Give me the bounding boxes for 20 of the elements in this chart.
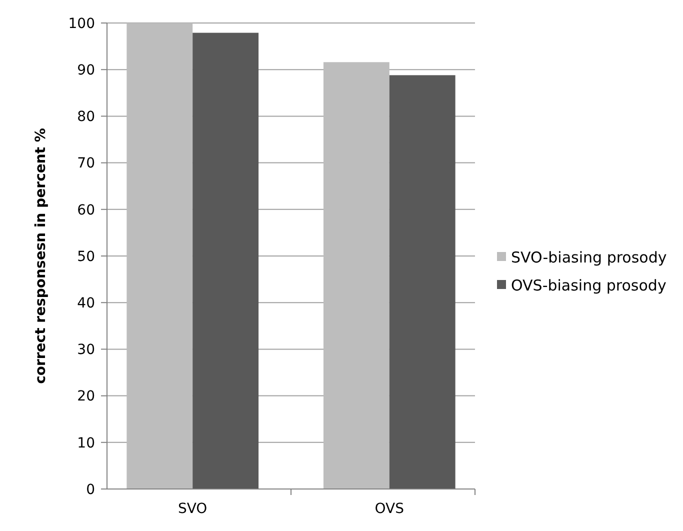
y-tick-label: 20 (77, 388, 95, 405)
y-tick-label: 60 (77, 202, 95, 218)
bar (389, 75, 456, 489)
y-tick-label: 10 (77, 435, 95, 452)
y-tick-label: 40 (77, 296, 95, 312)
x-tick-label: SVO (178, 501, 208, 517)
y-tick-label: 30 (77, 342, 95, 358)
bar (192, 32, 259, 489)
y-tick-label: 0 (86, 482, 95, 498)
legend-label: OVS-biasing prosody (511, 276, 666, 294)
bar (126, 23, 193, 489)
y-tick-label: 50 (77, 248, 95, 265)
legend-label: SVO-biasing prosody (511, 248, 667, 266)
y-tick-label: 100 (68, 16, 95, 32)
y-tick-label: 90 (77, 62, 95, 78)
bar (323, 62, 390, 489)
y-tick-label: 80 (77, 109, 95, 126)
y-tick-label: 70 (77, 156, 95, 172)
x-tick-label: OVS (374, 501, 404, 517)
y-axis-title: correct responsesn in percent % (33, 128, 49, 384)
